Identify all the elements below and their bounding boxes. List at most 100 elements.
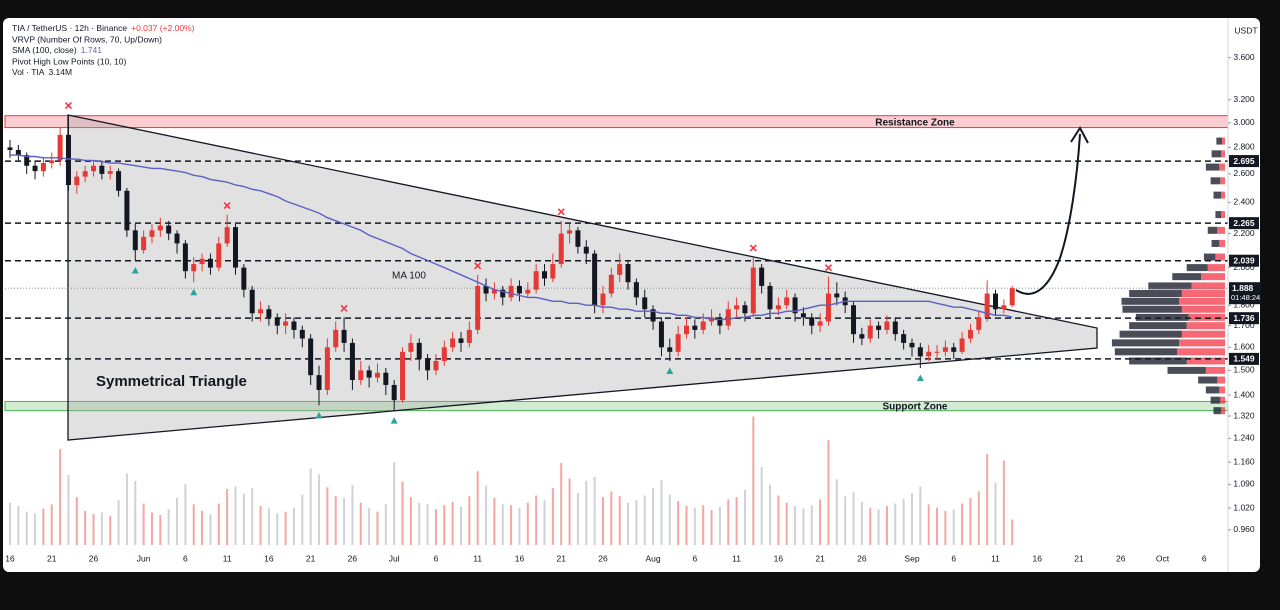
projection-arrow [1015, 133, 1081, 295]
x-tick-label: 21 [47, 553, 57, 563]
candle-body [258, 309, 264, 314]
zone-label: Support Zone [883, 402, 948, 413]
volume-bar [518, 507, 521, 545]
candle-body [166, 225, 172, 234]
volume-bar [560, 462, 563, 545]
candle-body [24, 155, 30, 166]
candle-body [324, 347, 330, 390]
candle-body [408, 342, 414, 352]
pivot-high [64, 101, 73, 110]
volume-bar [125, 473, 128, 545]
x-tick-label: 26 [348, 553, 358, 563]
indicator-line: Vol · TIA 3.14M [12, 67, 72, 77]
volume-bar [351, 484, 354, 545]
volume-bar [117, 500, 120, 545]
candle-body [182, 243, 188, 272]
candle-body [174, 233, 180, 244]
candle-body [934, 351, 940, 353]
x-tick-label: 21 [1074, 553, 1084, 563]
x-tick-label: Aug [646, 553, 661, 563]
candle-body [851, 305, 857, 335]
candle-body [742, 305, 748, 314]
x-tick-label: 21 [306, 553, 316, 563]
profile-bar [1122, 305, 1182, 313]
candle-body [132, 230, 138, 251]
indicator-line: VRVP (Number Of Rows, 70, Up/Down) [12, 34, 162, 44]
candle-body [800, 313, 806, 318]
candle-body [425, 358, 431, 371]
profile-bar [1181, 330, 1225, 338]
currency-label: USDT [1234, 25, 1257, 35]
pivot-low [131, 267, 139, 274]
profile-bar [1221, 211, 1225, 219]
candle-body [550, 264, 556, 279]
profile-bar [1201, 273, 1225, 281]
x-tick-label: 11 [223, 553, 232, 563]
x-tick-label: Oct [1156, 553, 1170, 563]
volume-bar [977, 491, 980, 545]
candle-body [349, 342, 355, 381]
volume-bar [601, 497, 604, 545]
candle-body [759, 267, 765, 286]
volume-bar [192, 504, 195, 545]
candle-body [558, 233, 564, 265]
y-tick-label: 3.200 [1233, 94, 1255, 104]
volume-bar [969, 497, 972, 545]
candle-body [675, 334, 681, 352]
current-price-box [1229, 282, 1261, 305]
level-label-box [1229, 254, 1259, 267]
candle-body [617, 264, 623, 275]
volume-bar [217, 503, 220, 545]
profile-bar [1215, 211, 1222, 219]
volume-bar [769, 484, 772, 545]
volume-bar [84, 510, 87, 545]
volume-bar [710, 510, 713, 545]
profile-bar [1213, 407, 1222, 415]
volume-bar [267, 508, 270, 545]
candle-body [383, 372, 389, 385]
candle-body [734, 305, 740, 310]
volume-bar [994, 482, 997, 545]
candle-body [450, 338, 456, 348]
x-tick-label: 16 [515, 553, 525, 563]
volume-bar [34, 513, 37, 545]
candle-body [892, 321, 898, 335]
x-tick-label: 26 [89, 553, 99, 563]
candle-body [57, 134, 63, 161]
profile-bar [1205, 366, 1225, 374]
y-tick-label: 2.200 [1233, 228, 1255, 238]
profile-bar [1119, 330, 1182, 338]
profile-bar [1211, 239, 1220, 247]
y-tick-label: 1.090 [1233, 479, 1255, 489]
volume-bar [1011, 519, 1014, 545]
volume-bar [877, 509, 880, 545]
profile-bar [1221, 150, 1225, 158]
profile-bar [1179, 297, 1225, 305]
volume-bar [67, 475, 70, 545]
profile-bar [1210, 396, 1221, 404]
arrow-head [1070, 126, 1089, 144]
sma-line [10, 154, 1013, 321]
profile-bar [1222, 137, 1225, 145]
candle-body [700, 321, 706, 330]
profile-bar [1111, 339, 1179, 347]
indicator-line: Pivot High Low Points (10, 10) [12, 56, 127, 66]
volume-bar [643, 495, 646, 545]
level-label: 2.265 [1233, 218, 1255, 228]
symbol: TIA / TetherUS · 12h · Binance [12, 23, 127, 33]
indicator-value: 3.14M [48, 67, 72, 77]
profile-bar [1129, 322, 1187, 330]
candle-body [658, 321, 664, 348]
candle-body [859, 334, 865, 339]
volume-bar [618, 496, 621, 545]
candle-body [909, 342, 915, 348]
volume-bar [919, 486, 922, 545]
candle-body [291, 321, 297, 330]
volume-bar [585, 480, 588, 545]
candle-body [391, 384, 397, 401]
profile-bar [1217, 376, 1225, 384]
volume-bar [944, 510, 947, 545]
volume-bar [777, 495, 780, 545]
candle-body [633, 282, 639, 298]
candle-body [1009, 288, 1015, 306]
